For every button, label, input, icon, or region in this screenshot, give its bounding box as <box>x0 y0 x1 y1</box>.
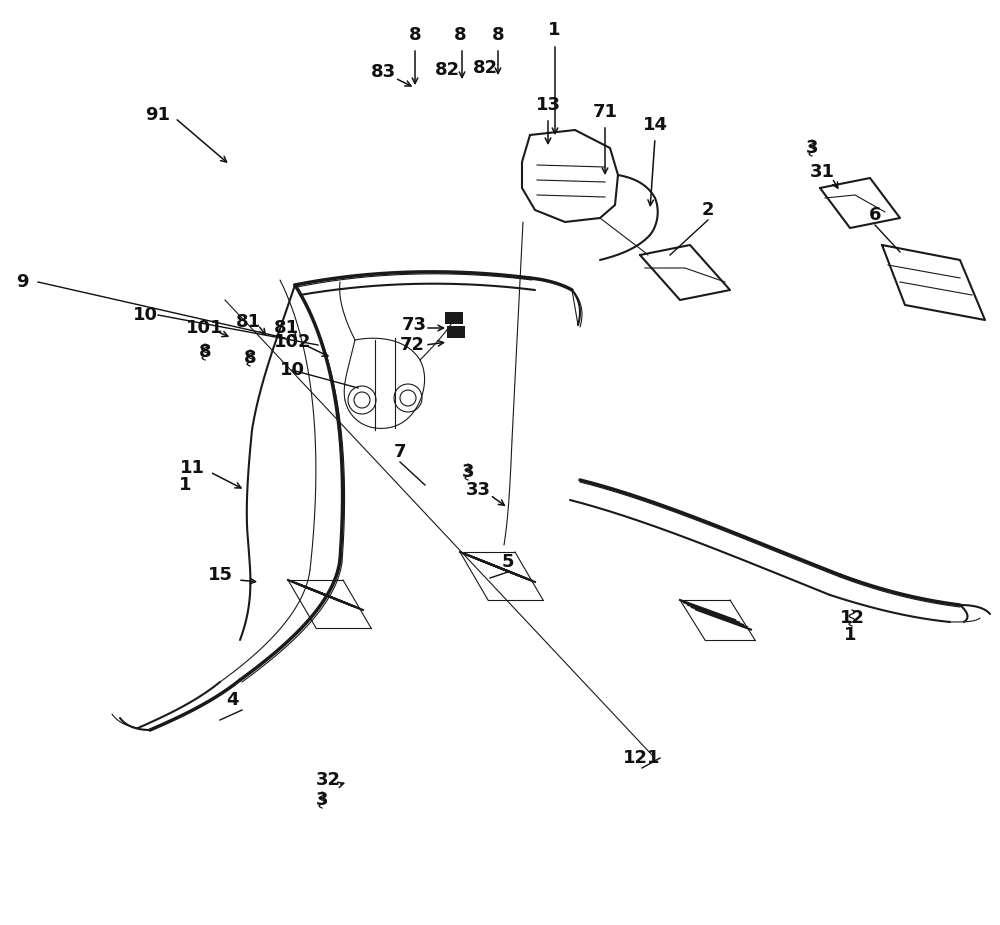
Text: 14: 14 <box>642 116 668 134</box>
Text: 7: 7 <box>394 443 406 461</box>
Text: 3: 3 <box>806 139 818 157</box>
Text: 3: 3 <box>316 791 328 809</box>
Text: 72: 72 <box>400 336 424 354</box>
Text: 1: 1 <box>844 626 856 644</box>
Text: 82: 82 <box>472 59 498 77</box>
Text: 8: 8 <box>454 26 466 44</box>
Bar <box>445 312 463 324</box>
Text: 101: 101 <box>186 319 224 337</box>
Text: 12: 12 <box>840 609 864 627</box>
Text: 8: 8 <box>244 349 256 367</box>
Text: 32: 32 <box>316 771 340 789</box>
Text: 91: 91 <box>146 106 170 124</box>
Text: 31: 31 <box>810 163 834 181</box>
Text: 73: 73 <box>402 316 426 334</box>
Text: 5: 5 <box>502 553 514 571</box>
Text: 13: 13 <box>536 96 560 114</box>
Text: 15: 15 <box>208 566 232 584</box>
Text: 81: 81 <box>273 319 299 337</box>
Text: 8: 8 <box>492 26 504 44</box>
Text: 121: 121 <box>623 749 661 767</box>
Text: 8: 8 <box>199 343 211 361</box>
Text: 11: 11 <box>180 459 205 477</box>
Text: 2: 2 <box>702 201 714 219</box>
Text: 9: 9 <box>16 273 28 291</box>
Text: 10: 10 <box>280 361 304 379</box>
Text: 8: 8 <box>409 26 421 44</box>
Text: 10: 10 <box>132 306 158 324</box>
Text: 71: 71 <box>592 103 618 121</box>
Text: 81: 81 <box>235 313 261 331</box>
Text: 82: 82 <box>434 61 460 79</box>
Text: 83: 83 <box>370 63 396 81</box>
Text: 6: 6 <box>869 206 881 224</box>
Text: 3: 3 <box>462 463 474 481</box>
Bar <box>447 326 465 338</box>
Text: 1: 1 <box>179 476 191 494</box>
Text: 102: 102 <box>274 333 312 351</box>
Text: 4: 4 <box>226 691 238 709</box>
Text: 33: 33 <box>466 481 490 499</box>
Text: 1: 1 <box>548 21 560 39</box>
